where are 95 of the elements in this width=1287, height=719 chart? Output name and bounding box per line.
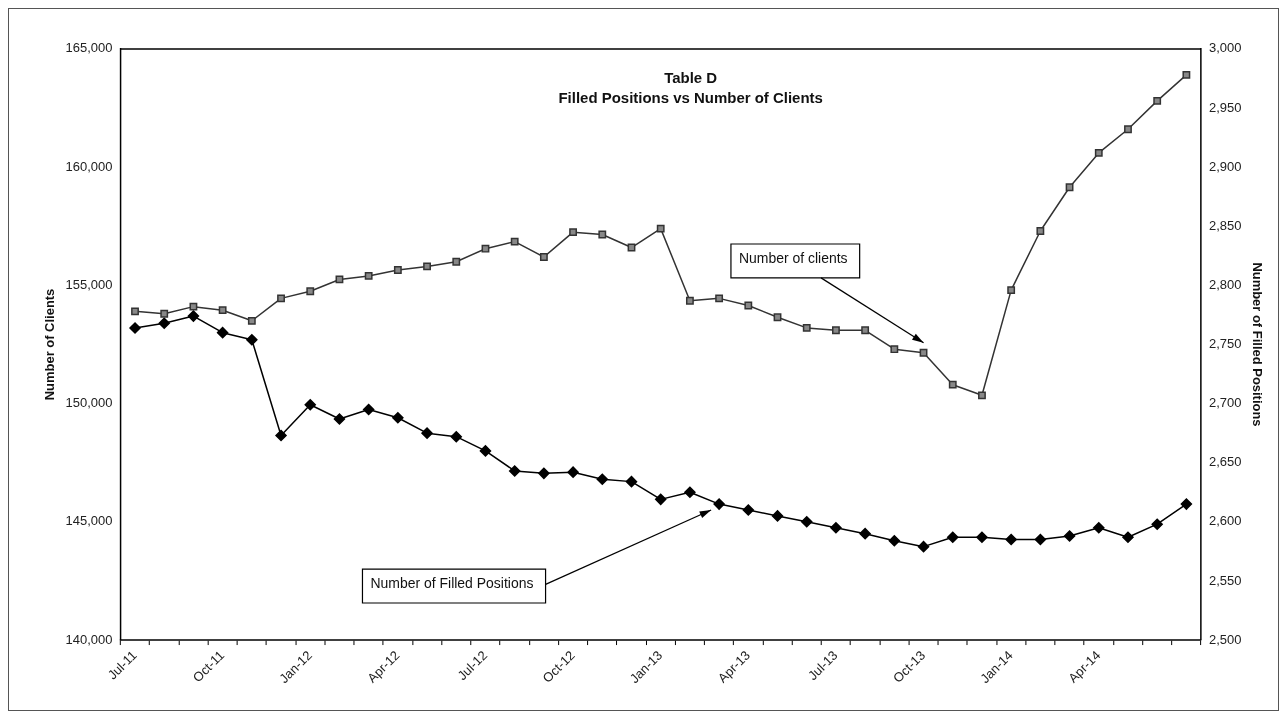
point <box>216 326 229 339</box>
point <box>158 317 170 329</box>
point <box>306 287 315 296</box>
y2-tick-label: 2,500 <box>1208 631 1242 647</box>
y-tick-label: 150,000 <box>65 395 113 411</box>
point <box>333 413 346 425</box>
point <box>1182 70 1191 79</box>
point <box>247 316 256 325</box>
point <box>715 294 724 303</box>
point <box>976 531 988 543</box>
y2-tick-label: 2,700 <box>1208 395 1242 411</box>
point <box>654 493 667 506</box>
point <box>771 510 784 522</box>
point <box>362 403 375 416</box>
y2-tick-label: 2,750 <box>1208 336 1242 352</box>
text: Number of Filled Positions <box>370 574 534 591</box>
y2-tick-label: 2,850 <box>1208 217 1242 233</box>
point <box>832 326 840 335</box>
point <box>888 535 901 547</box>
y-tick-label: 140,000 <box>65 631 113 647</box>
point <box>189 302 198 311</box>
point <box>1036 227 1045 235</box>
text: Table D <box>664 68 718 86</box>
point <box>364 271 373 280</box>
point <box>510 237 519 246</box>
point <box>131 307 139 316</box>
point <box>1151 518 1163 530</box>
y2-tick-label: 2,650 <box>1208 454 1242 470</box>
point <box>567 466 579 478</box>
y2-tick-label: 2,550 <box>1208 572 1242 588</box>
point <box>392 412 404 424</box>
point <box>1063 530 1076 542</box>
point <box>978 391 986 400</box>
point <box>890 345 899 354</box>
y2-axis-title: Number of Filled Positions <box>1249 262 1265 427</box>
point <box>744 301 753 310</box>
text: Filled Positions vs Number of Clients <box>558 88 823 106</box>
point <box>423 262 431 271</box>
point <box>802 324 811 332</box>
point <box>1153 96 1162 105</box>
point <box>1180 498 1193 510</box>
point <box>800 516 813 528</box>
point <box>625 475 638 488</box>
y-tick-label: 165,000 <box>65 40 113 56</box>
point <box>861 326 870 335</box>
y-tick-label: 145,000 <box>65 513 113 529</box>
point <box>713 498 725 510</box>
y2-tick-label: 2,800 <box>1208 276 1242 292</box>
point <box>538 467 550 480</box>
point <box>773 313 782 322</box>
y2-tick-label: 3,000 <box>1208 40 1242 56</box>
point <box>684 486 696 498</box>
point <box>1124 125 1132 134</box>
point <box>539 253 548 261</box>
point <box>1093 522 1105 534</box>
point <box>479 445 492 457</box>
point <box>304 399 316 411</box>
point <box>742 504 755 516</box>
point <box>598 230 607 239</box>
point <box>450 430 463 443</box>
point <box>421 427 433 439</box>
text: Number of clients <box>738 249 848 266</box>
y2-tick-label: 2,600 <box>1208 513 1242 529</box>
point <box>919 348 928 357</box>
point <box>277 294 285 303</box>
point <box>129 322 141 334</box>
point <box>1005 533 1017 546</box>
point <box>481 244 490 253</box>
point <box>246 334 258 346</box>
y-tick-label: 160,000 <box>65 158 113 174</box>
point <box>569 228 578 237</box>
point <box>947 531 959 543</box>
point <box>218 306 227 315</box>
point <box>452 257 461 266</box>
point <box>187 310 200 322</box>
y-axis-title: Number of Clients <box>42 288 58 401</box>
point <box>1065 183 1074 192</box>
point <box>917 540 930 553</box>
point <box>275 429 287 442</box>
point <box>1034 533 1047 546</box>
y2-tick-label: 2,950 <box>1208 99 1242 115</box>
point <box>596 473 609 485</box>
point <box>393 266 402 274</box>
point <box>685 296 694 305</box>
y-tick-label: 155,000 <box>65 276 113 292</box>
point <box>1007 286 1016 295</box>
point <box>830 522 842 534</box>
point <box>508 465 521 477</box>
point <box>1094 149 1103 157</box>
point <box>948 380 957 389</box>
point <box>160 309 169 318</box>
y2-tick-label: 2,900 <box>1208 158 1242 174</box>
point <box>656 224 665 233</box>
point <box>859 527 871 540</box>
point <box>1122 531 1134 543</box>
